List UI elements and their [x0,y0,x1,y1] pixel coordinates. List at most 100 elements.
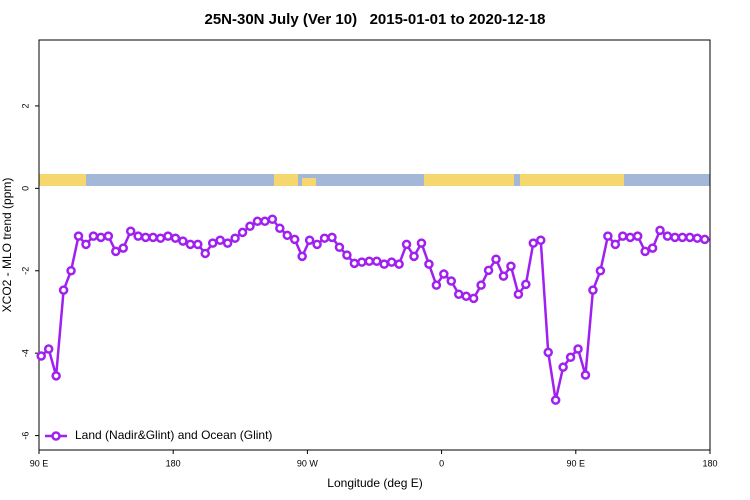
data-point [289,234,300,245]
data-point [580,370,591,380]
data-point [58,285,69,295]
data-point [140,232,151,243]
data-point [491,254,501,264]
data-point [618,231,628,241]
data-point [245,221,255,232]
data-point [595,266,606,276]
chart-title: 25N-30N July (Ver 10) 2015-01-01 to 2020… [204,11,545,28]
data-point [282,230,293,241]
x-tick-label: 90 E [30,458,49,468]
data-point [103,231,114,241]
data-point [207,238,218,248]
data-point [230,233,240,243]
x-tick-label: 90 W [297,458,319,468]
data-point [200,248,211,259]
data-point [81,239,91,250]
x-tick-label: 180 [166,458,181,468]
data-point [513,289,524,299]
data-point [118,243,128,253]
data-point [357,257,367,267]
data-point [558,362,568,372]
data-point [125,226,136,236]
data-point [625,232,635,243]
legend-marker [51,431,61,441]
data-point [36,351,46,361]
data-point [319,233,330,243]
data-point [550,395,561,405]
plot-frame [38,39,711,451]
data-point [334,242,345,253]
data-point [364,256,375,267]
y-tick-label: -4 [20,349,30,357]
data-point [237,227,248,238]
data-point [543,347,553,358]
data-point [573,344,583,354]
data-point [96,232,106,243]
x-tick-label: 180 [702,458,717,468]
data-point [506,261,516,271]
y-tick-label: 0 [20,186,30,191]
data-point [193,239,203,250]
data-point [655,225,665,236]
data-point [51,371,61,381]
data-point [379,259,389,269]
data-point [476,280,486,290]
data-point [647,243,658,253]
data-point [297,251,307,262]
data-point [610,239,621,250]
data-point [603,231,613,241]
series-line [40,217,705,401]
data-point [73,231,84,241]
data-point [498,271,509,281]
data-point [431,280,442,290]
data-point [483,265,494,276]
x-tick-label: 0 [439,458,444,468]
data-point [409,251,419,262]
data-point [163,231,173,241]
data-point [565,352,576,363]
data-point [468,293,479,304]
data-point [394,259,404,269]
data-point [133,231,143,241]
data-point [640,246,650,257]
data-point [267,214,278,224]
x-axis-label: Longitude (deg E) [327,476,422,490]
data-point [88,231,99,241]
data-point [327,232,337,243]
y-tick-label: -6 [20,432,30,440]
data-point [416,238,427,248]
data-point [155,233,166,243]
land-ocean-band [39,174,710,186]
data-point [439,269,449,279]
data-point [260,216,270,227]
data-point [453,289,464,299]
land-strip [274,174,298,186]
data-point [170,233,181,243]
data-point [43,344,54,354]
data-point [386,257,397,267]
data-point [446,276,457,286]
data-point [178,236,188,246]
data-point [215,235,225,246]
y-axis-label: XCO2 - MLO trend (ppm) [0,178,14,313]
land-strip [39,174,86,186]
data-point [111,246,121,257]
data-point [632,231,643,241]
land-strip [302,178,316,186]
data-point [349,258,360,269]
data-point [342,250,352,260]
data-point [662,231,673,241]
land-strip [520,174,624,186]
data-point [528,238,539,248]
data-point [461,291,471,302]
data-point [66,266,76,276]
data-point [536,235,546,246]
data-point [692,233,703,243]
y-tick-label: -2 [20,267,30,275]
data-point [588,285,598,295]
data-point [700,234,710,245]
data-point [275,223,285,234]
x-tick-label: 90 E [567,458,586,468]
legend-label: Land (Nadir&Glint) and Ocean (Glint) [75,428,272,442]
